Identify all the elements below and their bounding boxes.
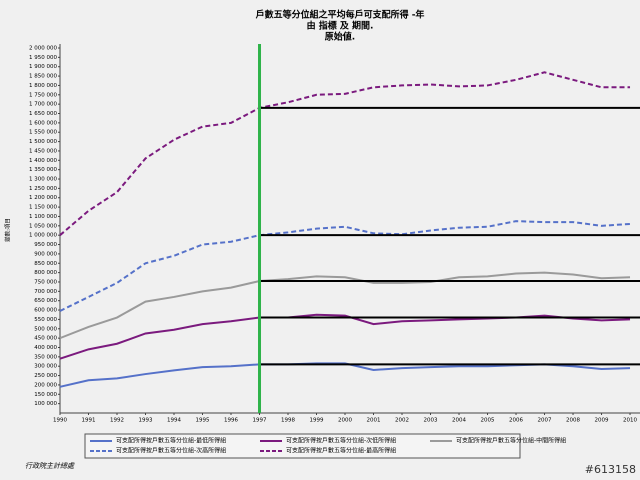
y-tick-label: 2 000 000 (29, 46, 57, 52)
y-tick-label: 1 200 000 (29, 195, 57, 201)
series-line (59, 271, 631, 340)
y-tick-label: 150 000 (34, 392, 57, 398)
x-tick-label: 2001 (367, 418, 381, 424)
watermark: #613158 (585, 463, 636, 476)
y-tick-label: 1 800 000 (29, 83, 57, 89)
series-line (59, 71, 631, 236)
y-tick-label: 100 000 (34, 401, 57, 407)
y-tick-label: 1 000 000 (29, 233, 57, 239)
y-tick-label: 300 000 (34, 364, 57, 370)
legend-label: 可支配所得按戶數五等分位組-次低所得組 (286, 437, 396, 445)
y-tick-label: 1 450 000 (29, 148, 57, 154)
y-tick-label: 1 850 000 (29, 74, 57, 80)
legend-box (84, 433, 521, 459)
y-tick-label: 700 000 (34, 289, 57, 295)
chart-subtitle: 由 指標 及 期間. (307, 20, 374, 32)
y-tick-label: 650 000 (34, 298, 57, 304)
y-tick-label: 1 600 000 (29, 120, 57, 126)
y-tick-label: 1 650 000 (29, 111, 57, 117)
series-line (59, 220, 631, 312)
x-tick-label: 2003 (424, 418, 438, 424)
y-tick-label: 350 000 (34, 354, 57, 360)
source-text: 行政院主計總處 (25, 462, 75, 470)
y-tick-label: 500 000 (34, 326, 57, 332)
legend-label: 可支配所得按戶數五等分位組-最高所得組 (286, 447, 396, 455)
legend-label: 可支配所得按戶數五等分位組-最低所得組 (116, 437, 226, 445)
x-tick-label: 2002 (395, 418, 409, 424)
y-tick-label: 950 000 (34, 242, 57, 248)
x-tick-label: 1996 (224, 418, 238, 424)
x-tick-label: 2004 (452, 418, 466, 424)
y-tick-label: 1 750 000 (29, 92, 57, 98)
y-tick-label: 200 000 (34, 382, 57, 388)
x-tick-label: 1990 (53, 418, 67, 424)
y-tick-label: 800 000 (34, 270, 57, 276)
chart-note: 原始値. (325, 31, 355, 43)
y-tick-label: 1 250 000 (29, 186, 57, 192)
y-tick-label: 750 000 (34, 279, 57, 285)
y-tick-label: 1 900 000 (29, 64, 57, 70)
y-tick-label: 1 950 000 (29, 55, 57, 61)
x-tick-label: 2010 (623, 418, 637, 424)
y-tick-label: 1 100 000 (29, 214, 57, 220)
legend-label: 可支配所得按戶數五等分位組-次高所得組 (116, 447, 226, 455)
x-tick-label: 2007 (538, 418, 552, 424)
y-tick-label: 1 150 000 (29, 205, 57, 211)
x-tick-label: 1994 (167, 418, 181, 424)
y-tick-label: 600 000 (34, 308, 57, 314)
y-tick-label: 400 000 (34, 345, 57, 351)
legend-label: 可支配所得按戶數五等分位組-中間所得組 (456, 437, 566, 445)
x-tick-label: 1999 (310, 418, 324, 424)
y-tick-label: 250 000 (34, 373, 57, 379)
y-tick-label: 1 350 000 (29, 167, 57, 173)
y-tick-label: 1 700 000 (29, 102, 57, 108)
x-tick-label: 2000 (338, 418, 352, 424)
series-line (59, 313, 631, 360)
y-tick-label: 850 000 (34, 261, 57, 267)
x-tick-label: 1992 (110, 418, 124, 424)
y-tick-label: 900 000 (34, 251, 57, 257)
y-axis-label: 變數:項目 (4, 218, 12, 242)
x-tick-label: 2005 (481, 418, 495, 424)
x-tick-label: 1995 (196, 418, 210, 424)
x-tick-label: 2006 (509, 418, 523, 424)
x-tick-label: 1991 (82, 418, 96, 424)
x-tick-label: 1993 (139, 418, 153, 424)
y-tick-label: 1 050 000 (29, 223, 57, 229)
x-tick-label: 1998 (281, 418, 295, 424)
chart-title: 戶數五等分位組之平均每戶可支配所得 -年 (256, 9, 425, 21)
y-tick-label: 450 000 (34, 336, 57, 342)
y-tick-label: 1 400 000 (29, 158, 57, 164)
x-tick-label: 1997 (253, 418, 267, 424)
x-tick-label: 2008 (566, 418, 580, 424)
y-tick-label: 550 000 (34, 317, 57, 323)
y-tick-label: 1 500 000 (29, 139, 57, 145)
x-tick-label: 2009 (595, 418, 609, 424)
y-tick-label: 1 300 000 (29, 177, 57, 183)
y-tick-label: 1 550 000 (29, 130, 57, 136)
